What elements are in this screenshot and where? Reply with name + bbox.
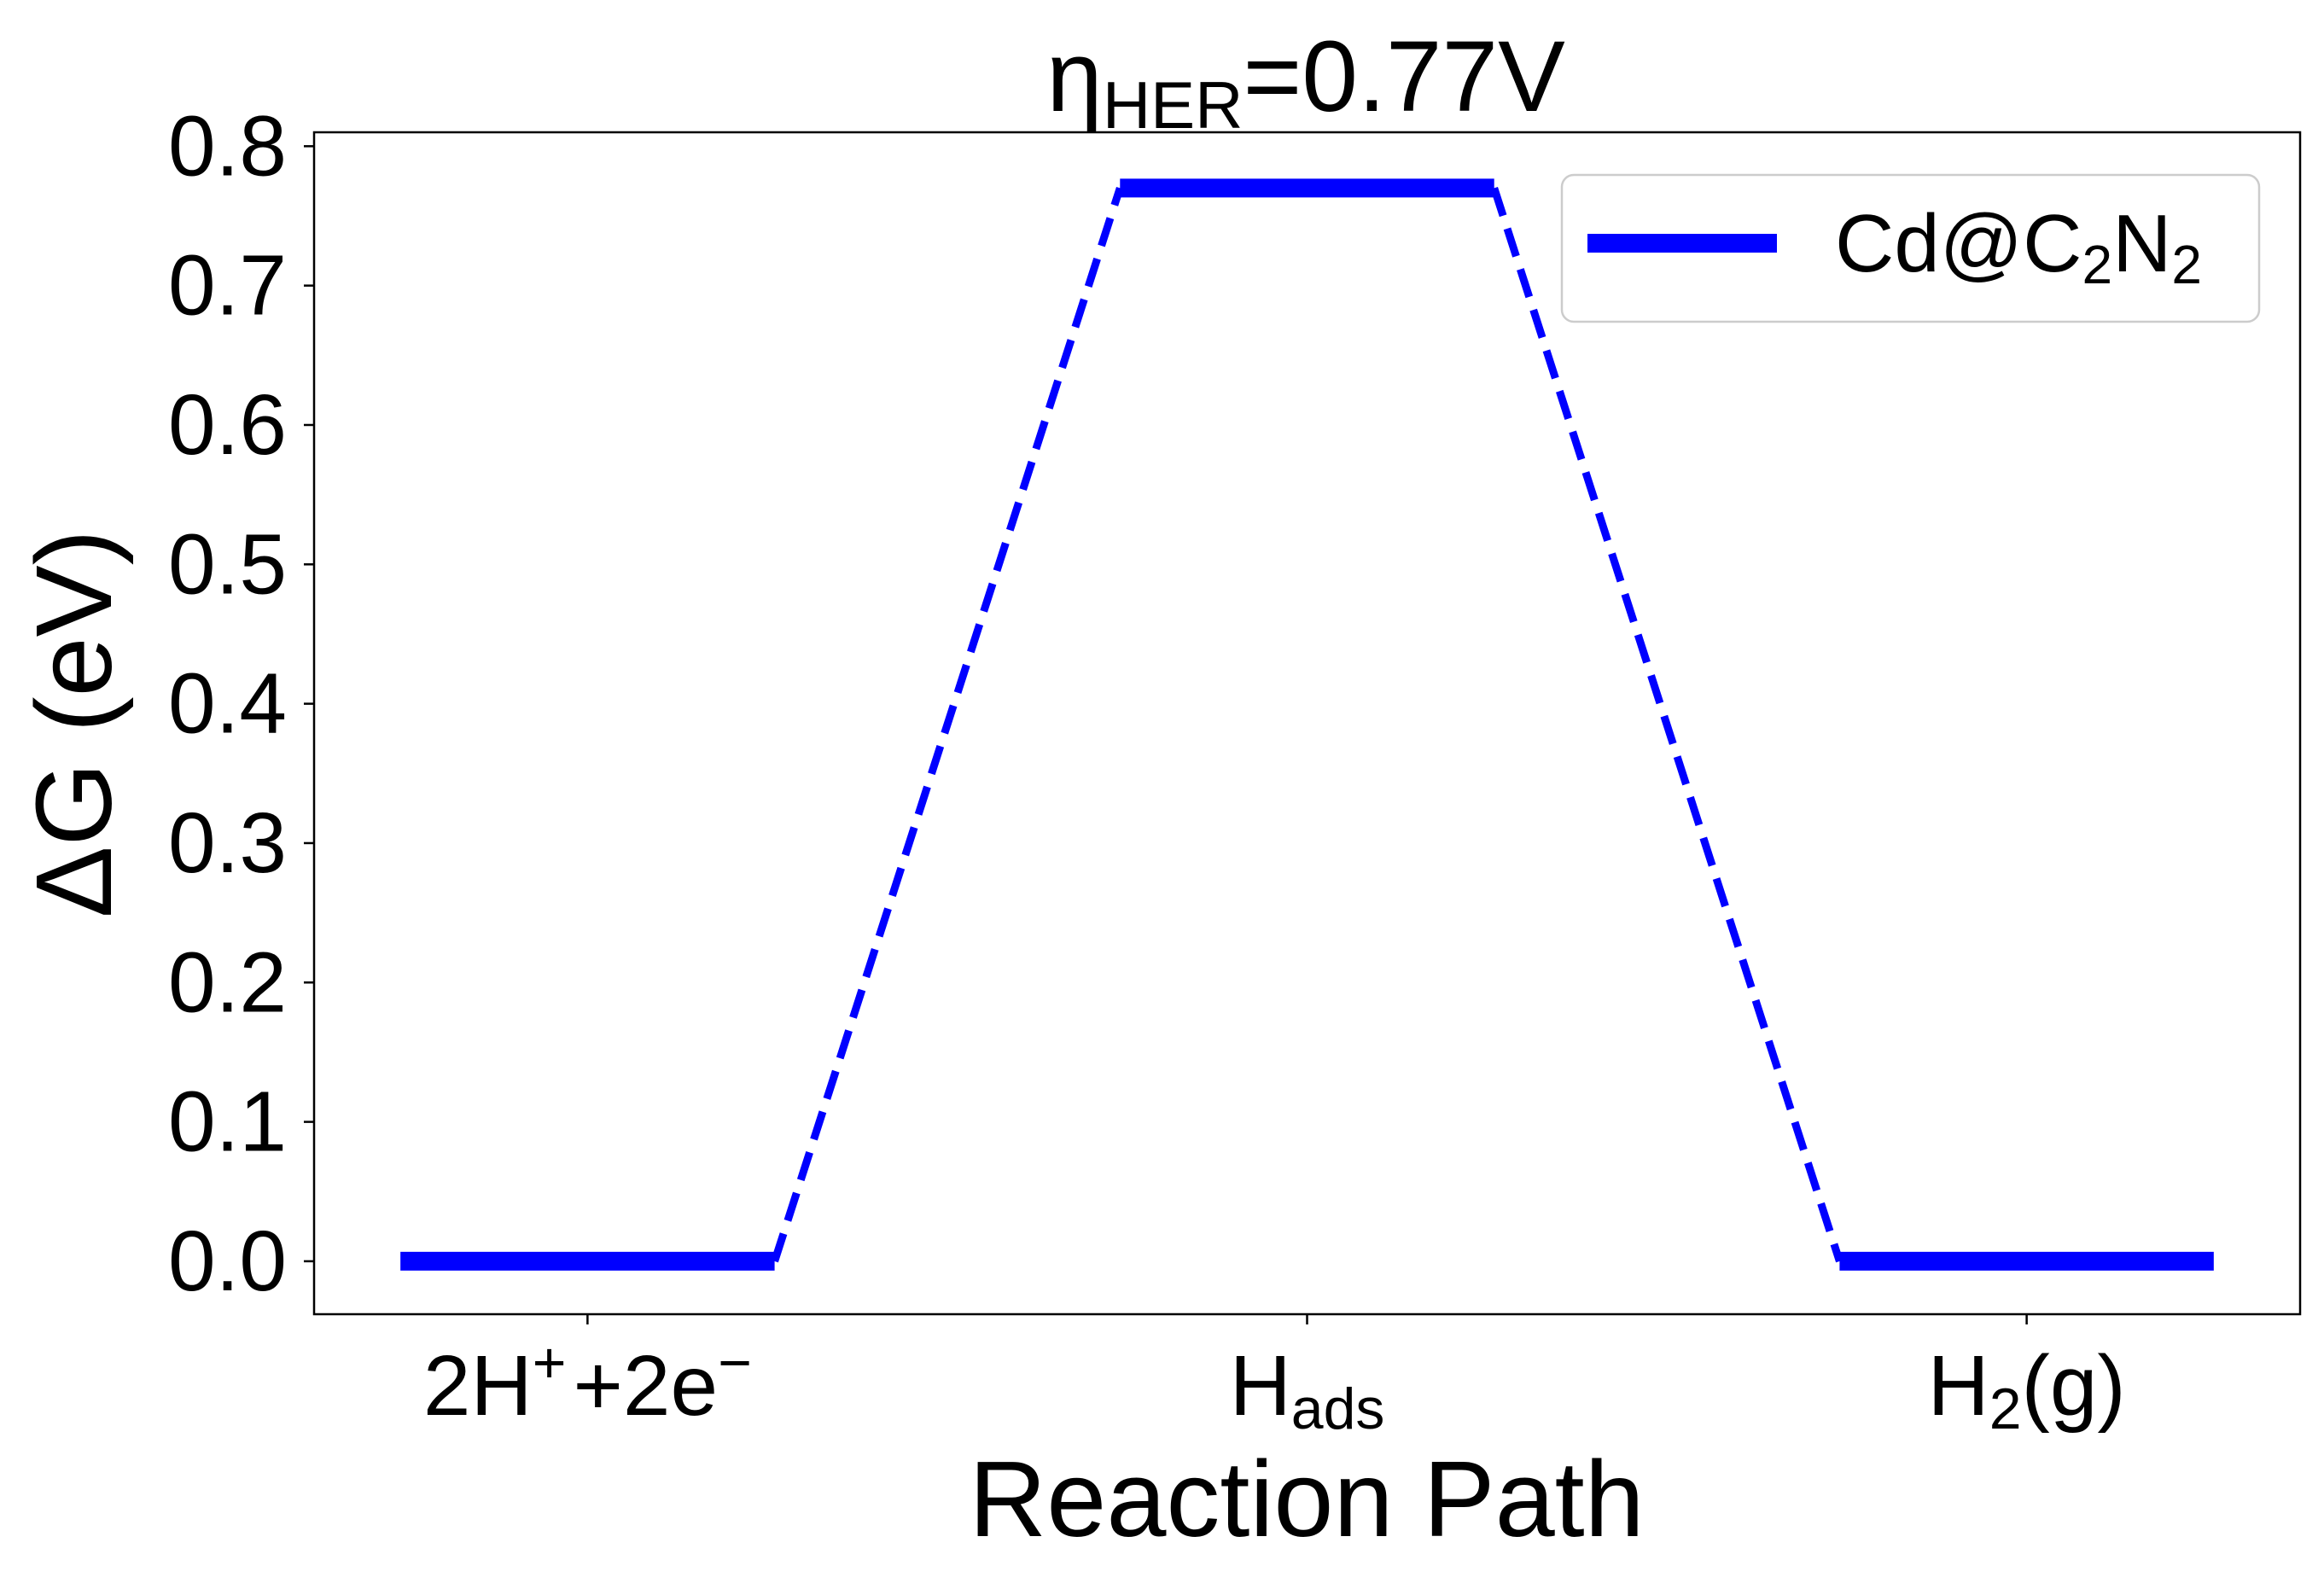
x-tick-label-hads: Hads bbox=[1230, 1338, 1385, 1441]
connector-line-1 bbox=[771, 186, 1124, 1263]
x-label-subscript: 2 bbox=[1989, 1377, 2022, 1441]
legend-label-middle: N bbox=[2112, 198, 2171, 289]
x-label-base: H bbox=[1230, 1338, 1291, 1434]
x-label-subscript: ads bbox=[1291, 1377, 1385, 1441]
x-label-middle: +2e bbox=[573, 1338, 718, 1434]
y-tick-label: 0.1 bbox=[168, 1074, 287, 1170]
x-axis-title: Reaction Path bbox=[969, 1439, 1645, 1559]
x-label-base: 2H bbox=[423, 1338, 533, 1434]
y-tick-label: 0.5 bbox=[168, 516, 287, 612]
y-axis-title: ΔG (eV) bbox=[14, 529, 134, 917]
legend-box bbox=[1560, 173, 2261, 323]
x-tick-label-reactants: 2H++2e− bbox=[423, 1330, 752, 1434]
x-axis: 2H++2e− Hads H2(g) bbox=[423, 1314, 2126, 1441]
y-tick-label: 0.6 bbox=[168, 377, 287, 473]
y-tick-label: 0.7 bbox=[168, 238, 287, 334]
y-axis: 0.0 0.1 0.2 0.3 0.4 0.5 0.6 0.7 0.8 bbox=[168, 98, 314, 1309]
series-cd-c2n2 bbox=[400, 178, 2214, 1271]
chart-title-eta: η bbox=[1046, 20, 1103, 133]
x-tick-label-h2g: H2(g) bbox=[1927, 1338, 2125, 1441]
x-label-superscript: + bbox=[533, 1330, 567, 1395]
y-tick-label: 0.4 bbox=[168, 656, 287, 752]
y-tick-label: 0.3 bbox=[168, 795, 287, 891]
connector-line-2 bbox=[1490, 186, 1843, 1263]
chart-title-subscript: HER bbox=[1103, 67, 1244, 143]
legend: Cd@C2N2 bbox=[1560, 173, 2261, 323]
chart-title-value: =0.77V bbox=[1244, 20, 1566, 133]
legend-label-base: Cd@C bbox=[1835, 198, 2082, 289]
x-label-tail: (g) bbox=[2022, 1338, 2126, 1434]
y-tick-label: 0.8 bbox=[168, 98, 287, 194]
x-label-superscript: − bbox=[718, 1330, 752, 1395]
legend-label-subscript: 2 bbox=[2082, 234, 2113, 295]
legend-label: Cd@C2N2 bbox=[1835, 198, 2202, 295]
legend-label-subscript: 2 bbox=[2171, 234, 2202, 295]
y-tick-label: 0.2 bbox=[168, 934, 287, 1030]
chart-title: ηHER=0.77V bbox=[1046, 20, 1565, 143]
y-tick-label: 0.0 bbox=[168, 1214, 287, 1309]
x-label-base: H bbox=[1927, 1338, 1989, 1434]
